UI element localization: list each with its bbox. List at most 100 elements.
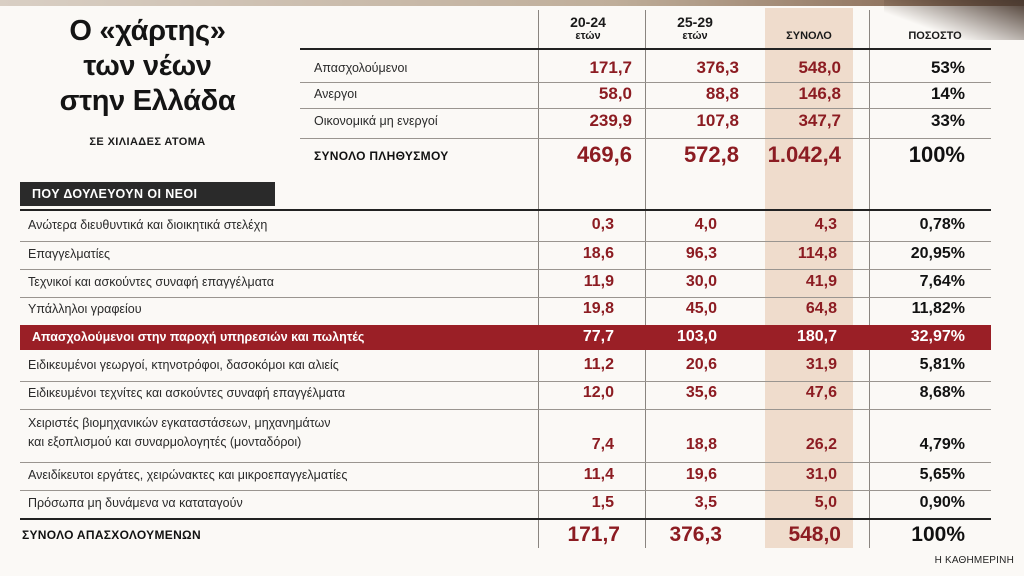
row-label: Τεχνικοί και ασκούντες συναφή επαγγέλματ… bbox=[28, 275, 274, 289]
header-rule bbox=[300, 48, 991, 50]
source-credit: Η ΚΑΘΗΜΕΡΙΝΗ bbox=[934, 555, 1014, 566]
grid-vline-1 bbox=[538, 10, 539, 548]
grid-vline-2 bbox=[645, 10, 646, 548]
jobs-total-row: ΣΥΝΟΛΟ ΑΠΑΣΧΟΛΟΥΜΕΝΩΝ 171,7 376,3 548,0 … bbox=[0, 521, 1024, 551]
value-percent: 14% bbox=[930, 84, 965, 103]
value-total: 146,8 bbox=[798, 84, 841, 103]
value-total: 347,7 bbox=[798, 111, 841, 130]
value-20-24: 1,5 bbox=[591, 494, 614, 511]
value-25-29: 103,0 bbox=[676, 328, 717, 345]
job-row: Επαγγελματίες 18,6 96,3 114,8 20,95% bbox=[0, 243, 1024, 267]
header-col1-bottom: ετών bbox=[575, 30, 601, 42]
value-20-24: 12,0 bbox=[582, 384, 614, 401]
row-label: ΣΥΝΟΛΟ ΠΛΗΘΥΣΜΟΥ bbox=[314, 149, 449, 163]
row-label: Υπάλληλοι γραφείου bbox=[28, 302, 142, 316]
header-percent: ΠΟΣΟΣΤΟ bbox=[908, 30, 962, 42]
value-25-29: 20,6 bbox=[685, 356, 717, 373]
row-label: Ανώτερα διευθυντικά και διοικητικά στελέ… bbox=[28, 218, 268, 232]
value-25-29: 18,8 bbox=[685, 436, 717, 453]
job-row: Ειδικευμένοι γεωργοί, κτηνοτρόφοι, δασοκ… bbox=[0, 354, 1024, 378]
value-percent: 0,90% bbox=[919, 494, 965, 511]
value-20-24: 0,3 bbox=[591, 216, 614, 233]
row-label: Ανειδίκευτοι εργάτες, χειρώνακτες και μι… bbox=[28, 468, 348, 482]
summary-row: Απασχολούμενοι 171,7 376,3 548,0 53% bbox=[0, 58, 1024, 82]
value-25-29: 96,3 bbox=[685, 245, 717, 262]
top-border bbox=[0, 0, 1024, 6]
value-25-29: 107,8 bbox=[696, 111, 739, 130]
row-label: Ειδικευμένοι τεχνίτες και ασκούντες συνα… bbox=[28, 386, 346, 400]
value-total: 548,0 bbox=[788, 523, 841, 546]
value-25-29: 19,6 bbox=[685, 466, 717, 483]
value-percent: 32,97% bbox=[910, 328, 965, 345]
summary-total-row: ΣΥΝΟΛΟ ΠΛΗΘΥΣΜΟΥ 469,6 572,8 1.042,4 100… bbox=[0, 140, 1024, 174]
value-total: 64,8 bbox=[805, 300, 837, 317]
row-divider bbox=[20, 241, 991, 242]
value-total: 4,3 bbox=[814, 216, 837, 233]
value-total: 548,0 bbox=[798, 58, 841, 77]
job-row: Πρόσωπα μη δυνάμενα να καταταγούν 1,5 3,… bbox=[0, 492, 1024, 516]
value-20-24: 58,0 bbox=[598, 84, 632, 103]
section-title: ΠΟΥ ΔΟΥΛΕΥΟΥΝ ΟΙ ΝΕΟΙ bbox=[20, 182, 275, 206]
total-rule bbox=[20, 518, 991, 520]
value-20-24: 77,7 bbox=[582, 328, 614, 345]
job-row: Ανώτερα διευθυντικά και διοικητικά στελέ… bbox=[0, 214, 1024, 238]
row-divider bbox=[20, 297, 991, 298]
value-20-24: 171,7 bbox=[567, 523, 620, 546]
value-percent: 11,82% bbox=[911, 300, 965, 317]
value-20-24: 7,4 bbox=[591, 436, 614, 453]
value-percent: 8,68% bbox=[919, 384, 965, 401]
value-percent: 5,65% bbox=[919, 466, 965, 483]
job-row: Τεχνικοί και ασκούντες συναφή επαγγέλματ… bbox=[0, 271, 1024, 295]
header-total: ΣΥΝΟΛΟ bbox=[786, 30, 832, 42]
value-20-24: 11,9 bbox=[583, 273, 614, 290]
value-percent: 33% bbox=[930, 111, 965, 130]
row-divider bbox=[300, 138, 991, 139]
value-total: 5,0 bbox=[814, 494, 837, 511]
value-25-29: 376,3 bbox=[669, 523, 722, 546]
row-divider bbox=[20, 269, 991, 270]
value-percent: 100% bbox=[908, 142, 965, 167]
row-label-line-1: Χειριστές βιομηχανικών εγκαταστάσεων, μη… bbox=[28, 416, 331, 430]
row-divider bbox=[20, 409, 991, 410]
row-divider bbox=[20, 490, 991, 491]
value-total: 41,9 bbox=[805, 273, 837, 290]
page-subtitle: ΣΕ ΧΙΛΙΑΔΕΣ ΑΤΟΜΑ bbox=[89, 136, 206, 148]
value-25-29: 88,8 bbox=[705, 84, 739, 103]
value-20-24: 18,6 bbox=[582, 245, 614, 262]
value-total: 31,0 bbox=[805, 466, 837, 483]
header-age-25-29: 25-29 ετών bbox=[655, 14, 735, 43]
header-col2-bottom: ετών bbox=[682, 30, 708, 42]
value-total: 31,9 bbox=[805, 356, 837, 373]
row-divider bbox=[20, 381, 991, 382]
row-divider bbox=[20, 462, 991, 463]
header-col1-top: 20-24 bbox=[570, 14, 606, 30]
job-row-multiline: Χειριστές βιομηχανικών εγκαταστάσεων, μη… bbox=[0, 412, 1024, 462]
row-label: Απασχολούμενοι στην παροχή υπηρεσιών και… bbox=[32, 330, 365, 344]
row-label-line-2: και εξοπλισμού και συναρμολογητές (μοντα… bbox=[28, 435, 302, 449]
title-line-2: των νέων bbox=[83, 50, 212, 82]
header-col2-top: 25-29 bbox=[677, 14, 713, 30]
summary-row: Ανεργοι 58,0 88,8 146,8 14% bbox=[0, 84, 1024, 108]
value-25-29: 45,0 bbox=[685, 300, 717, 317]
header-age-20-24: 20-24 ετών bbox=[548, 14, 628, 43]
value-percent: 0,78% bbox=[919, 216, 965, 233]
row-label: Απασχολούμενοι bbox=[314, 61, 408, 75]
value-20-24: 11,4 bbox=[583, 466, 614, 483]
value-20-24: 171,7 bbox=[589, 58, 632, 77]
row-label: Επαγγελματίες bbox=[28, 247, 111, 261]
value-percent: 5,81% bbox=[919, 356, 965, 373]
row-divider bbox=[300, 82, 991, 83]
row-label: Ειδικευμένοι γεωργοί, κτηνοτρόφοι, δασοκ… bbox=[28, 358, 339, 372]
value-percent: 53% bbox=[930, 58, 965, 77]
row-label: Πρόσωπα μη δυνάμενα να καταταγούν bbox=[28, 496, 243, 510]
row-label: Οικονομικά μη ενεργοί bbox=[314, 114, 438, 128]
title-line-3: στην Ελλάδα bbox=[59, 85, 236, 117]
value-total: 1.042,4 bbox=[767, 142, 841, 167]
value-25-29: 30,0 bbox=[685, 273, 717, 290]
job-row: Ειδικευμένοι τεχνίτες και ασκούντες συνα… bbox=[0, 382, 1024, 406]
value-25-29: 3,5 bbox=[694, 494, 717, 511]
value-percent: 4,79% bbox=[919, 436, 965, 453]
page-title: Ο «χάρτης» των νέων στην Ελλάδα bbox=[20, 14, 275, 119]
value-total: 47,6 bbox=[805, 384, 837, 401]
